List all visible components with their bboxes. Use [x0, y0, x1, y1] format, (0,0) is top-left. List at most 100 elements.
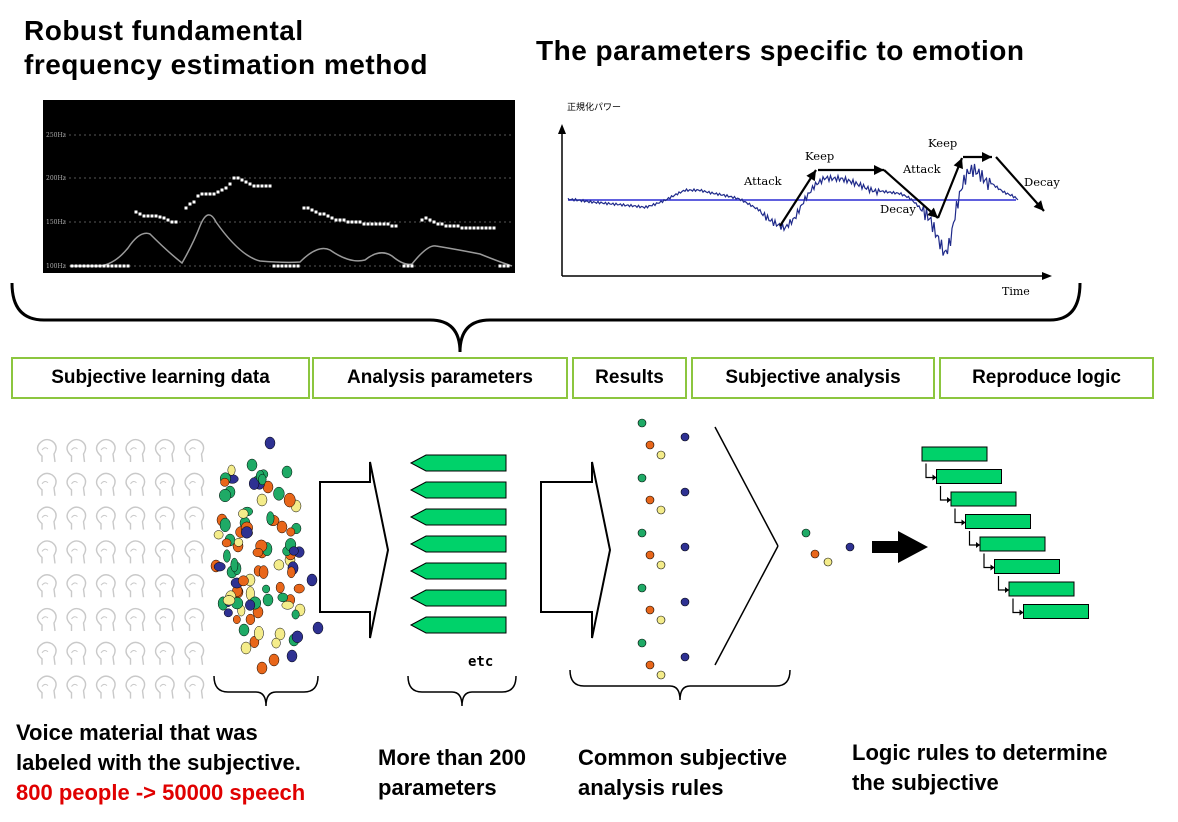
- person-head-icon: [66, 540, 87, 564]
- decay-label-2: Decay: [1024, 175, 1060, 189]
- pitch-point: [260, 184, 264, 188]
- logic-rule-block: [979, 536, 1046, 552]
- pitch-point: [480, 226, 484, 230]
- result-dot: [680, 542, 690, 552]
- keep-label-1: Keep: [805, 149, 834, 163]
- pitch-contour-curve: [70, 214, 513, 267]
- parameter-pennant: [409, 508, 507, 526]
- person-head-ear: [71, 481, 78, 485]
- voice-dot: [245, 613, 256, 625]
- person-head-icon: [125, 675, 146, 699]
- pitch-point: [436, 222, 440, 226]
- person-head-ear: [189, 650, 196, 654]
- condensed-rule-dots: [801, 528, 855, 567]
- pitch-point: [166, 218, 170, 222]
- pitch-point: [498, 264, 502, 268]
- pitch-point: [142, 214, 146, 218]
- pitch-point: [146, 214, 150, 218]
- pitch-point: [326, 214, 330, 218]
- voice-dot: [271, 637, 281, 649]
- voice-dot: [276, 520, 288, 534]
- voice-dot: [258, 565, 269, 579]
- parameter-pennant: [409, 535, 507, 553]
- pitch-point: [288, 264, 292, 268]
- cascade-connector: [968, 531, 980, 546]
- logic-rule-block: [994, 559, 1060, 574]
- pitch-point: [174, 220, 178, 224]
- voice-dot: [283, 492, 296, 508]
- flow-arrow-2: [540, 461, 612, 639]
- pitch-point: [492, 226, 496, 230]
- x-axis-arrowhead: [1042, 272, 1052, 280]
- person-head-icon: [95, 607, 116, 632]
- keep-label-2: Keep: [928, 136, 957, 150]
- bottom-braces: [213, 669, 791, 707]
- person-head-ear: [71, 514, 78, 518]
- pitch-point: [212, 192, 216, 196]
- pitch-point: [444, 224, 448, 228]
- pitch-point: [314, 210, 318, 214]
- person-head-icon: [184, 438, 205, 463]
- voice-sample-dots: [210, 436, 324, 675]
- person-head-ear: [41, 447, 49, 451]
- pitch-point: [208, 192, 212, 196]
- voice-dot: [306, 573, 318, 587]
- person-head-ear: [100, 481, 108, 485]
- result-dot: [637, 418, 647, 428]
- person-head-ear: [189, 447, 196, 451]
- pitch-point: [476, 226, 480, 230]
- person-head-icon: [95, 675, 116, 699]
- cascade-connector-head: [1005, 587, 1009, 593]
- person-head-ear: [130, 481, 137, 485]
- pitch-point: [296, 264, 300, 268]
- voice-dot: [223, 608, 233, 618]
- parameter-pennant: [409, 481, 507, 499]
- person-head-icon: [184, 641, 205, 665]
- pitch-method-title: Robust fundamental frequency estimation …: [24, 14, 428, 82]
- pitch-method-title-line-2: frequency estimation method: [24, 49, 429, 80]
- person-head-icon: [154, 472, 175, 496]
- pitch-point: [410, 264, 414, 268]
- pitch-point: [346, 220, 350, 224]
- person-head-ear: [100, 683, 108, 687]
- cascade-connector: [997, 576, 1009, 591]
- person-head-icon: [154, 574, 175, 598]
- result-dot: [637, 583, 647, 593]
- pitch-point: [118, 264, 122, 268]
- decay-arrow-2-head: [1033, 200, 1044, 211]
- person-head-ear: [189, 683, 196, 687]
- logic-rule-block: [1023, 604, 1089, 619]
- person-head-ear: [189, 481, 196, 485]
- pitch-point: [204, 192, 208, 196]
- person-head-icon: [95, 506, 116, 530]
- logic-rule-cascade: [921, 446, 1089, 619]
- pitch-point: [448, 224, 452, 228]
- pitch-point: [184, 206, 188, 210]
- pitch-point: [264, 184, 268, 188]
- pitch-point: [232, 176, 236, 180]
- person-head-icon: [154, 506, 175, 530]
- pitch-point: [374, 222, 378, 226]
- person-head-ear: [189, 514, 196, 518]
- result-dot: [656, 670, 666, 680]
- result-dot: [637, 528, 647, 538]
- voice-dot: [252, 547, 264, 558]
- result-dot: [645, 495, 655, 505]
- pitch-point: [382, 222, 386, 226]
- attack-arrow-2: [936, 157, 964, 219]
- pitch-point: [460, 226, 464, 230]
- pitch-point: [268, 184, 272, 188]
- emotion-parameters-title: The parameters specific to emotion: [536, 35, 1025, 66]
- result-dot: [645, 660, 655, 670]
- pitch-point: [248, 182, 252, 186]
- pitch-point: [306, 206, 310, 210]
- pitch-estimate-points: [70, 176, 510, 268]
- person-head-icon: [36, 472, 57, 496]
- voice-material-caption: Voice material that was labeled with the…: [16, 718, 305, 808]
- parameters-caption: More than 200 parameters: [378, 743, 526, 803]
- etc-label: etc: [468, 654, 493, 670]
- pitch-point: [322, 212, 326, 216]
- person-head-ear: [41, 683, 49, 687]
- person-head-ear: [159, 548, 167, 552]
